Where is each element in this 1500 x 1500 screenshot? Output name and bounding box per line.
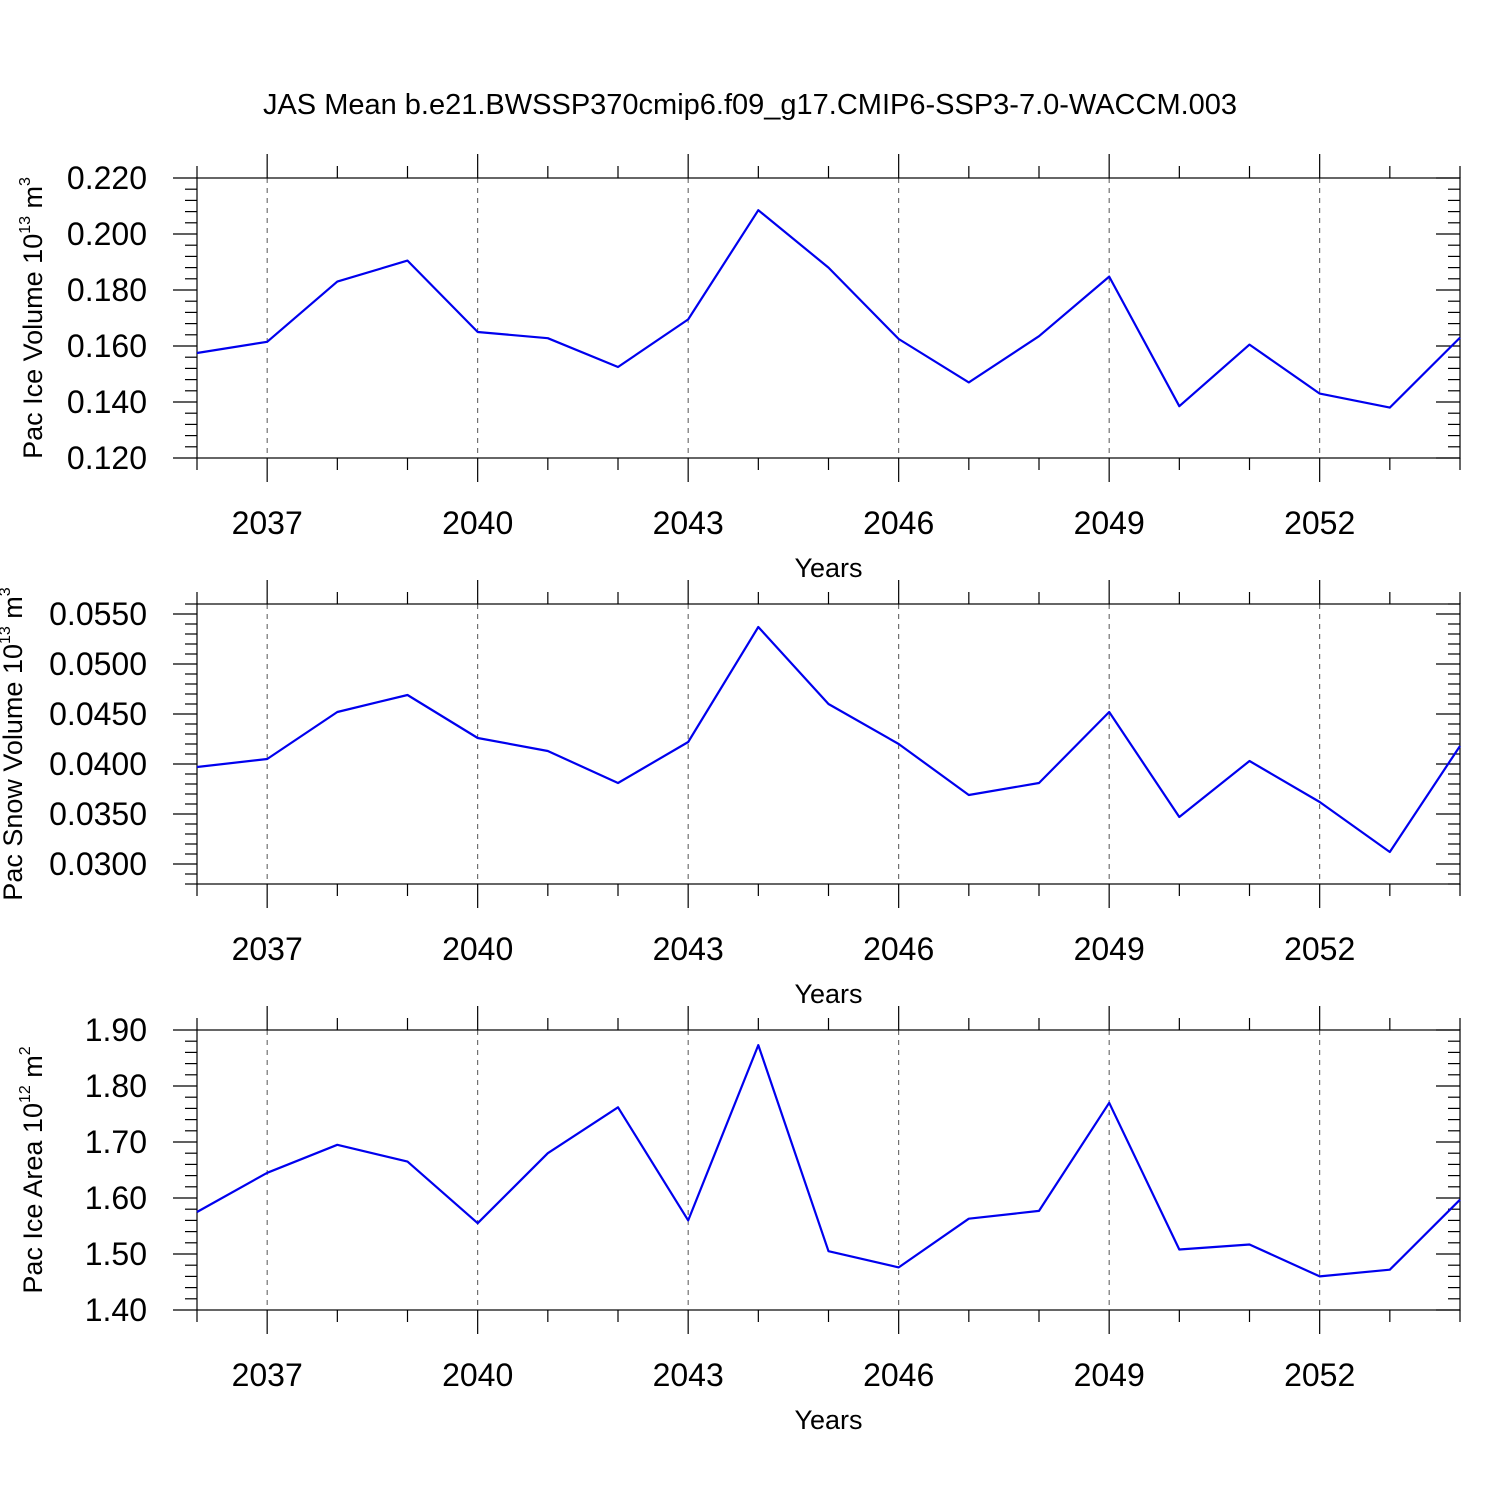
series-line-3 xyxy=(196,1043,1461,1278)
y-axis-label-unit: m xyxy=(18,1055,48,1085)
x-tick-label: 2049 xyxy=(1074,1357,1145,1393)
x-tick-label: 2049 xyxy=(1074,931,1145,967)
y-tick-label: 0.0300 xyxy=(49,846,147,882)
y-axis-label-unit-exponent: 3 xyxy=(17,177,34,186)
x-tick-label: 2046 xyxy=(863,931,934,967)
y-tick-label: 0.0450 xyxy=(49,696,147,732)
series-line-2 xyxy=(196,625,1461,854)
y-tick-label: 1.60 xyxy=(85,1180,147,1216)
x-tick-label: 2052 xyxy=(1284,1357,1355,1393)
y-axis-label: Pac Ice Area 1012 m2 xyxy=(17,1046,48,1293)
x-tick-label: 2043 xyxy=(653,931,724,967)
x-tick-label: 2046 xyxy=(863,505,934,541)
y-tick-label: 1.50 xyxy=(85,1236,147,1272)
y-tick-label: 1.80 xyxy=(85,1068,147,1104)
y-tick-label: 0.160 xyxy=(67,328,147,364)
y-axis-label: Pac Snow Volume 1013 m3 xyxy=(0,587,28,900)
y-axis-label-exponent: 13 xyxy=(17,216,34,234)
panel-3: 2037 2040 2043 2046 2049 2052 1.40 1.50 1.60 1.70… xyxy=(17,1006,1461,1435)
main-title: JAS Mean b.e21.BWSSP370cmip6.f09_g17.CMI… xyxy=(263,89,1237,121)
y-tick-label: 1.70 xyxy=(85,1124,147,1160)
x-tick-label: 2043 xyxy=(653,505,724,541)
x-tick-label: 2040 xyxy=(442,505,513,541)
y-tick-label: 1.40 xyxy=(85,1292,147,1328)
x-axis-label: Years xyxy=(794,553,862,583)
y-tick-label: 0.140 xyxy=(67,384,147,420)
series-line-1 xyxy=(196,209,1461,409)
y-axis-label-unit-exponent: 3 xyxy=(0,587,14,596)
plot-frame xyxy=(196,1029,1461,1311)
y-tick-label: 0.0500 xyxy=(49,646,147,682)
y-axis-label-main: Pac Snow Volume 10 xyxy=(0,644,28,901)
x-tick-label: 2052 xyxy=(1284,505,1355,541)
x-tick-label: 2037 xyxy=(232,505,303,541)
y-tick-label: 0.200 xyxy=(67,216,147,252)
y-tick-label: 0.0400 xyxy=(49,746,147,782)
plot-frame xyxy=(196,603,1461,885)
x-tick-label: 2052 xyxy=(1284,931,1355,967)
y-tick-label: 0.0350 xyxy=(49,796,147,832)
y-tick-label: 0.220 xyxy=(67,160,147,196)
x-tick-label: 2043 xyxy=(653,1357,724,1393)
y-axis-label-unit-exponent: 2 xyxy=(17,1046,34,1055)
x-tick-label: 2046 xyxy=(863,1357,934,1393)
y-tick-label: 0.180 xyxy=(67,272,147,308)
y-axis-label-exponent: 13 xyxy=(0,626,14,644)
y-tick-label: 0.0550 xyxy=(49,596,147,632)
y-axis-label-unit: m xyxy=(0,596,28,626)
y-axis-label-unit: m xyxy=(18,186,48,216)
y-axis-label-exponent: 12 xyxy=(17,1085,34,1103)
x-tick-label: 2040 xyxy=(442,1357,513,1393)
y-tick-label: 0.120 xyxy=(67,440,147,476)
plot-frame xyxy=(196,177,1461,459)
x-tick-label: 2037 xyxy=(232,931,303,967)
x-tick-label: 2040 xyxy=(442,931,513,967)
x-tick-label: 2049 xyxy=(1074,505,1145,541)
panel-2: 2037 2040 2043 2046 2049 2052 0.0300 0.0350 0.04… xyxy=(0,580,1461,1009)
panels: 2037 2040 2043 2046 2049 2052 0.120 0.140 0.160 0… xyxy=(0,154,1461,1435)
x-tick-label: 2037 xyxy=(232,1357,303,1393)
y-axis-label-main: Pac Ice Volume 10 xyxy=(18,234,48,459)
panel-1: 2037 2040 2043 2046 2049 2052 0.120 0.140 0.160 0… xyxy=(17,154,1461,583)
x-axis-label: Years xyxy=(794,1405,862,1435)
y-tick-label: 1.90 xyxy=(85,1012,147,1048)
y-axis-label: Pac Ice Volume 1013 m3 xyxy=(17,177,48,459)
y-axis-label-main: Pac Ice Area 10 xyxy=(18,1103,48,1294)
x-axis-label: Years xyxy=(794,979,862,1009)
